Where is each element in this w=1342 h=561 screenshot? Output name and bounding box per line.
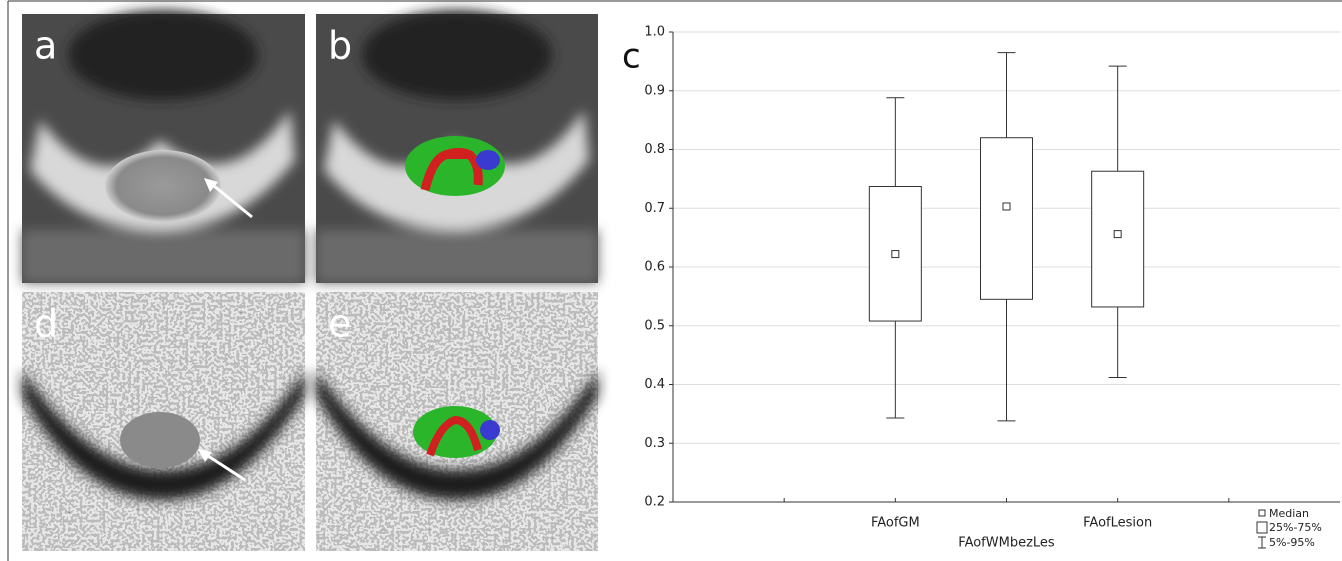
x-tick-label: FAofGM (871, 516, 920, 531)
box (980, 137, 1033, 300)
legend-label: Median (1269, 507, 1309, 520)
mri-panel: d (22, 292, 305, 551)
mri-panel: a (22, 10, 305, 283)
y-tick-label: 0.7 (644, 201, 665, 216)
x-tick-label: FAofLesion (1083, 516, 1152, 531)
box (1091, 170, 1145, 308)
mri-panel: b (316, 10, 598, 283)
y-tick-label: 0.5 (644, 318, 665, 333)
legend-label: 25%-75% (1269, 521, 1322, 534)
legend-symbol (1256, 521, 1268, 534)
panel-label: c (622, 37, 641, 77)
y-tick-label: 0.3 (644, 436, 665, 451)
y-tick-label: 1.0 (644, 25, 665, 40)
median (1002, 202, 1011, 211)
x-tick-label: FAofWMbezLes (958, 536, 1055, 551)
median (1113, 230, 1122, 239)
panel-label: e (328, 302, 351, 346)
y-tick-label: 0.6 (644, 260, 665, 275)
panel-label: d (34, 302, 58, 346)
panel-label: b (328, 24, 352, 68)
y-tick-label: 0.2 (644, 495, 665, 510)
legend-symbol (1258, 509, 1266, 517)
y-tick-label: 0.9 (644, 83, 665, 98)
box-plot: 0.2 0.3 0.4 0.5 0.6 0.7 0.8 0.9 1.0 FAofGM FAofWMb… (644, 25, 1340, 551)
y-tick-label: 0.8 (644, 142, 665, 157)
median (891, 250, 900, 259)
y-tick-label: 0.4 (644, 377, 665, 392)
panel-label: a (34, 24, 57, 68)
mri-panel: e (316, 292, 598, 551)
legend-label: 5%-95% (1269, 536, 1315, 549)
